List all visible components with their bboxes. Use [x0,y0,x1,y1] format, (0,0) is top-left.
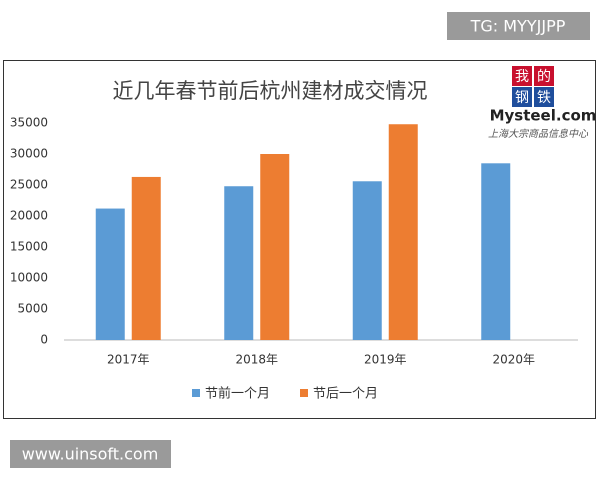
y-tick-label: 20000 [10,209,48,223]
y-tick-label: 25000 [10,178,48,192]
bar [131,176,161,340]
logo-tagline: 上海大宗商品信息中心 [488,128,589,140]
logo-char: 我 [515,69,529,85]
x-tick-label: 2019年 [364,353,407,367]
logo-char: 的 [537,69,551,85]
bar [95,208,125,340]
y-tick-label: 15000 [10,240,48,254]
bar [481,163,511,340]
logo-tile [512,87,532,107]
watermark-box [10,440,171,468]
legend-swatch [300,389,308,397]
y-tick-label: 5000 [17,302,48,316]
x-tick-label: 2018年 [235,353,278,367]
y-tick-label: 30000 [10,147,48,161]
logo-char: 铁 [537,90,551,106]
logo-char: 钢 [515,90,529,106]
bar [352,181,382,340]
legend-label: 节前一个月 [205,386,270,402]
y-tick-label: 10000 [10,271,48,285]
x-tick-label: 2020年 [492,353,535,367]
legend-swatch [192,389,200,397]
chart-title: 近几年春节前后杭州建材成交情况 [113,79,428,103]
watermark: TG: MYYJJPP [470,17,566,36]
logo-brand: Mysteel.com [490,107,597,125]
watermark: www.uinsoft.com [22,445,159,464]
y-tick-label: 0 [40,333,48,347]
y-tick-label: 35000 [10,116,48,130]
bar [260,154,290,340]
logo-tile [512,66,532,86]
logo-tile [534,66,554,86]
logo-tile [534,87,554,107]
bar [388,124,418,341]
legend-label: 节后一个月 [313,387,378,402]
watermark-box [447,12,590,40]
bar [224,186,254,340]
logo: 我 的 钢 铁 Mysteel.com 上海大宗商品信息中心 [488,66,596,140]
x-tick-label: 2017年 [107,353,150,367]
